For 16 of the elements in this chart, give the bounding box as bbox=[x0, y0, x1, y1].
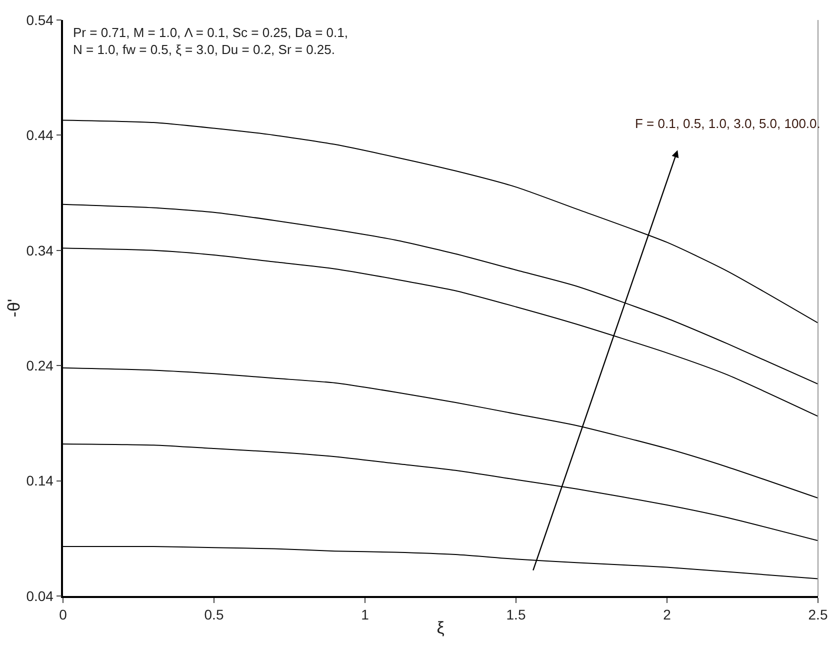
y-tick-label: 0.34 bbox=[26, 242, 54, 258]
x-tick-label: 2.5 bbox=[808, 606, 828, 623]
annotation: Pr = 0.71, M = 1.0, Λ = 0.1, Sc = 0.25, Da = 0.1, N = 1.0, fw = 0.5, ξ = 3.0, Du = 0.2, Sr = 0.25. bbox=[73, 25, 348, 57]
x-tick-label: 0.5 bbox=[204, 606, 224, 623]
x-axis-title: ξ bbox=[436, 618, 445, 638]
y-axis-title: -θ' bbox=[4, 298, 24, 318]
y-tick-label: 0.14 bbox=[26, 472, 54, 489]
x-tick-label: 1.5 bbox=[506, 606, 526, 623]
y-tick-label: 0.54 bbox=[26, 12, 54, 28]
x-tick-label: 1 bbox=[361, 606, 370, 623]
x-tick-label: 0 bbox=[59, 606, 68, 623]
annotation: F = 0.1, 0.5, 1.0, 3.0, 5.0, 100.0. bbox=[635, 116, 820, 131]
y-tick-label: 0.44 bbox=[26, 127, 54, 144]
x-tick-label: 2 bbox=[663, 606, 672, 623]
y-tick-label: 0.24 bbox=[26, 358, 54, 374]
y-tick-label: 0.04 bbox=[26, 588, 54, 604]
